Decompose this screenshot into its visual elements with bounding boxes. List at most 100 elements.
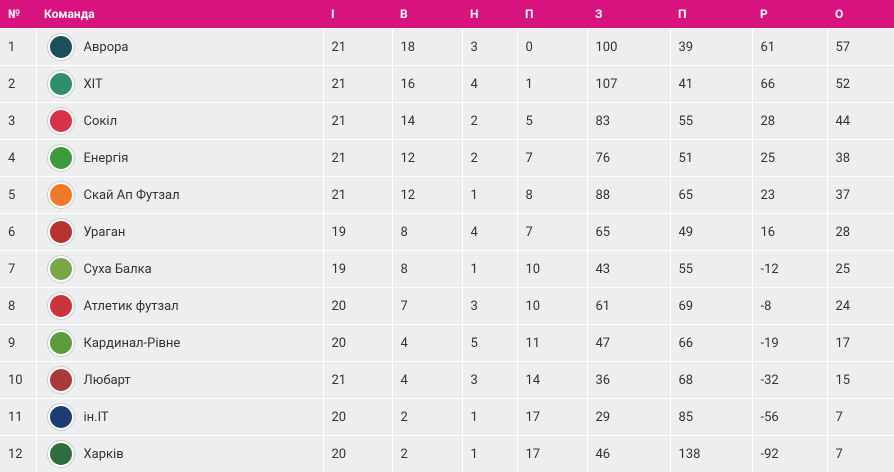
team-name: Любарт xyxy=(83,372,131,388)
table-cell: 12 xyxy=(391,176,462,214)
table-cell: 2 xyxy=(391,435,462,472)
table-cell: 5 xyxy=(0,176,36,214)
team-cell: Харків xyxy=(35,435,323,472)
table-cell: 57 xyxy=(826,28,894,66)
column-header: І xyxy=(323,0,392,29)
table-cell: 25 xyxy=(826,250,894,288)
table-cell: 69 xyxy=(669,287,752,325)
table-cell: 7 xyxy=(826,435,894,472)
team-row: 11 ін.IT 20 2 1 17 29 85 -56 7 xyxy=(0,398,894,436)
table-cell: 61 xyxy=(586,287,670,325)
table-cell: 21 xyxy=(322,139,392,177)
table-cell: -8 xyxy=(751,287,827,325)
table-cell: 83 xyxy=(586,102,670,140)
table-cell: 0 xyxy=(516,28,587,66)
team-name: ін.IT xyxy=(83,409,109,425)
team-logo xyxy=(47,256,74,282)
table-cell: 23 xyxy=(751,176,827,214)
team-row: 4 Енергія 21 12 2 7 76 51 25 38 xyxy=(0,139,894,177)
team: ін.IT xyxy=(45,404,323,430)
table-cell: 1 xyxy=(0,28,36,66)
table-cell: 1 xyxy=(461,435,517,472)
table-cell: 20 xyxy=(322,435,392,472)
team-row: 3 Сокіл 21 14 2 5 83 55 28 44 xyxy=(0,102,894,140)
team-cell: Атлетик футзал xyxy=(35,287,323,325)
table-cell: 17 xyxy=(516,398,587,436)
table-cell: 6 xyxy=(0,213,36,251)
table-cell: 4 xyxy=(391,324,462,362)
table-cell: 3 xyxy=(461,361,517,399)
table-cell: 8 xyxy=(391,213,462,251)
table-cell: 76 xyxy=(586,139,670,177)
table-cell: 15 xyxy=(826,361,894,399)
table-cell: 8 xyxy=(0,287,36,325)
team-name: Харків xyxy=(83,446,124,462)
table-cell: 1 xyxy=(516,65,587,103)
table-cell: -32 xyxy=(751,361,827,399)
table-cell: 4 xyxy=(391,361,462,399)
table-cell: 21 xyxy=(322,176,392,214)
team-logo xyxy=(47,182,74,208)
table-cell: 36 xyxy=(586,361,670,399)
team: Скай Ап Футзал xyxy=(45,182,323,208)
table-cell: 66 xyxy=(669,324,752,362)
team-logo xyxy=(47,441,74,467)
team-logo xyxy=(47,330,74,356)
team-cell: ін.IT xyxy=(35,398,323,436)
table-cell: 107 xyxy=(586,65,670,103)
team-name: Енергія xyxy=(83,150,129,166)
column-header: О xyxy=(827,0,894,29)
team: Ураган xyxy=(45,219,323,245)
team-row: 7 Суха Балка 19 8 1 10 43 55 -12 25 xyxy=(0,250,894,288)
team-cell: Сокіл xyxy=(35,102,323,140)
table-cell: 25 xyxy=(751,139,827,177)
table-cell: -56 xyxy=(751,398,827,436)
table-cell: 16 xyxy=(391,65,462,103)
team-name: Суха Балка xyxy=(83,261,152,277)
table-cell: 9 xyxy=(0,324,36,362)
table-cell: 8 xyxy=(516,176,587,214)
table-cell: 66 xyxy=(751,65,827,103)
team-row: 1 Аврора 21 18 3 0 100 39 61 57 xyxy=(0,28,894,66)
table-cell: 11 xyxy=(0,398,36,436)
column-header: № xyxy=(0,0,36,29)
team-cell: ХІТ xyxy=(35,65,323,103)
table-cell: 2 xyxy=(461,139,517,177)
team-row: 5 Скай Ап Футзал 21 12 1 8 88 65 23 37 xyxy=(0,176,894,214)
team-logo xyxy=(47,293,74,319)
table-cell: 7 xyxy=(391,287,462,325)
team: Любарт xyxy=(45,367,323,393)
table-cell: 38 xyxy=(826,139,894,177)
table-cell: 19 xyxy=(322,213,392,251)
team-cell: Енергія xyxy=(35,139,323,177)
table-cell: 12 xyxy=(0,435,36,472)
team-row: 6 Ураган 19 8 4 7 65 49 16 28 xyxy=(0,213,894,251)
column-header: П xyxy=(670,0,752,29)
table-cell: 7 xyxy=(516,139,587,177)
team-row: 8 Атлетик футзал 20 7 3 10 61 69 -8 24 xyxy=(0,287,894,325)
team-row: 12 Харків 20 2 1 17 46 138 -92 7 xyxy=(0,435,894,472)
table-cell: 14 xyxy=(391,102,462,140)
team-cell: Кардинал-Рівне xyxy=(35,324,323,362)
team-cell: Ураган xyxy=(35,213,323,251)
table-cell: 4 xyxy=(0,139,36,177)
table-cell: 18 xyxy=(391,28,462,66)
team-logo xyxy=(47,145,74,171)
column-header: В xyxy=(392,0,462,29)
table-cell: 55 xyxy=(669,250,752,288)
team-cell: Скай Ап Футзал xyxy=(35,176,323,214)
team: Атлетик футзал xyxy=(45,293,323,319)
team-logo xyxy=(47,71,74,97)
table-cell: 21 xyxy=(322,28,392,66)
table-cell: 20 xyxy=(322,287,392,325)
table-cell: 17 xyxy=(516,435,587,472)
table-cell: 4 xyxy=(461,213,517,251)
team-logo xyxy=(47,367,74,393)
table-cell: 39 xyxy=(669,28,752,66)
table-cell: 65 xyxy=(669,176,752,214)
table-body: 1 Аврора 21 18 3 0 100 39 61 57 2 ХІТ 21 16 4 1 107 41 66 5… xyxy=(0,28,894,472)
table-cell: 65 xyxy=(586,213,670,251)
table-cell: 68 xyxy=(669,361,752,399)
team-logo xyxy=(47,404,74,430)
